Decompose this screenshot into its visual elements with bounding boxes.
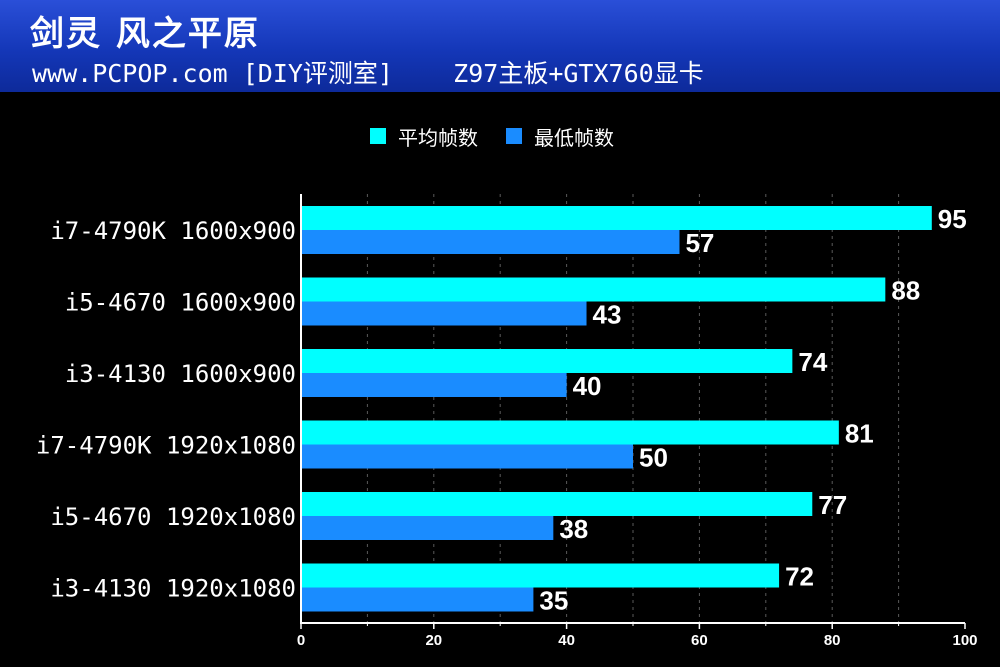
- legend-swatch-min: [506, 128, 522, 144]
- data-label-min: 43: [593, 300, 622, 330]
- x-tick-label: 20: [425, 632, 442, 649]
- bar-avg: [301, 349, 793, 373]
- x-tick-label: 0: [297, 632, 305, 649]
- data-label-min: 38: [559, 514, 588, 544]
- legend-label-avg: 平均帧数: [398, 125, 478, 150]
- bar-avg: [301, 563, 780, 588]
- x-tick-label: 40: [558, 632, 575, 649]
- category-label: i5-4670 1920x1080: [50, 503, 296, 531]
- bar-min: [301, 516, 554, 540]
- data-label-min: 35: [539, 586, 568, 616]
- category-label: i7-4790K 1920x1080: [36, 432, 296, 460]
- data-label-avg: 88: [891, 276, 920, 306]
- legend-item-avg: 平均帧数: [370, 122, 478, 151]
- bar-min: [301, 587, 534, 612]
- data-label-avg: 74: [798, 347, 827, 377]
- data-label-min: 57: [685, 228, 714, 258]
- x-tick-label: 60: [691, 632, 708, 649]
- data-label-min: 40: [573, 371, 602, 401]
- data-label-min: 50: [639, 443, 668, 473]
- bar-min: [301, 444, 633, 469]
- category-label: i3-4130 1600x900: [65, 360, 296, 388]
- x-tick-label: 100: [952, 632, 977, 649]
- bar-avg: [301, 277, 886, 302]
- bar-min: [301, 301, 587, 326]
- data-label-avg: 81: [845, 419, 874, 449]
- bar-avg: [301, 492, 813, 516]
- data-label-avg: 72: [785, 562, 814, 592]
- bar-avg: [301, 420, 839, 445]
- data-label-avg: 77: [818, 490, 847, 520]
- bar-min: [301, 230, 680, 254]
- legend-swatch-avg: [370, 128, 386, 144]
- category-label: i5-4670 1600x900: [65, 289, 296, 317]
- legend-label-min: 最低帧数: [534, 125, 614, 150]
- data-label-avg: 95: [938, 204, 967, 234]
- bar-min: [301, 373, 567, 397]
- bar-avg: [301, 206, 932, 230]
- header-banner: 剑灵 风之平原 www.PCPOP.com [DIY评测室] Z97主板+GTX…: [0, 0, 1000, 92]
- legend-item-min: 最低帧数: [506, 122, 614, 151]
- chart-title: 剑灵 风之平原: [30, 14, 260, 54]
- chart-subtitle: www.PCPOP.com [DIY评测室] Z97主板+GTX760显卡: [32, 59, 704, 88]
- x-tick-label: 80: [824, 632, 841, 649]
- legend: 平均帧数 最低帧数: [370, 122, 642, 151]
- category-label: i7-4790K 1600x900: [50, 217, 296, 245]
- category-label: i3-4130 1920x1080: [50, 575, 296, 603]
